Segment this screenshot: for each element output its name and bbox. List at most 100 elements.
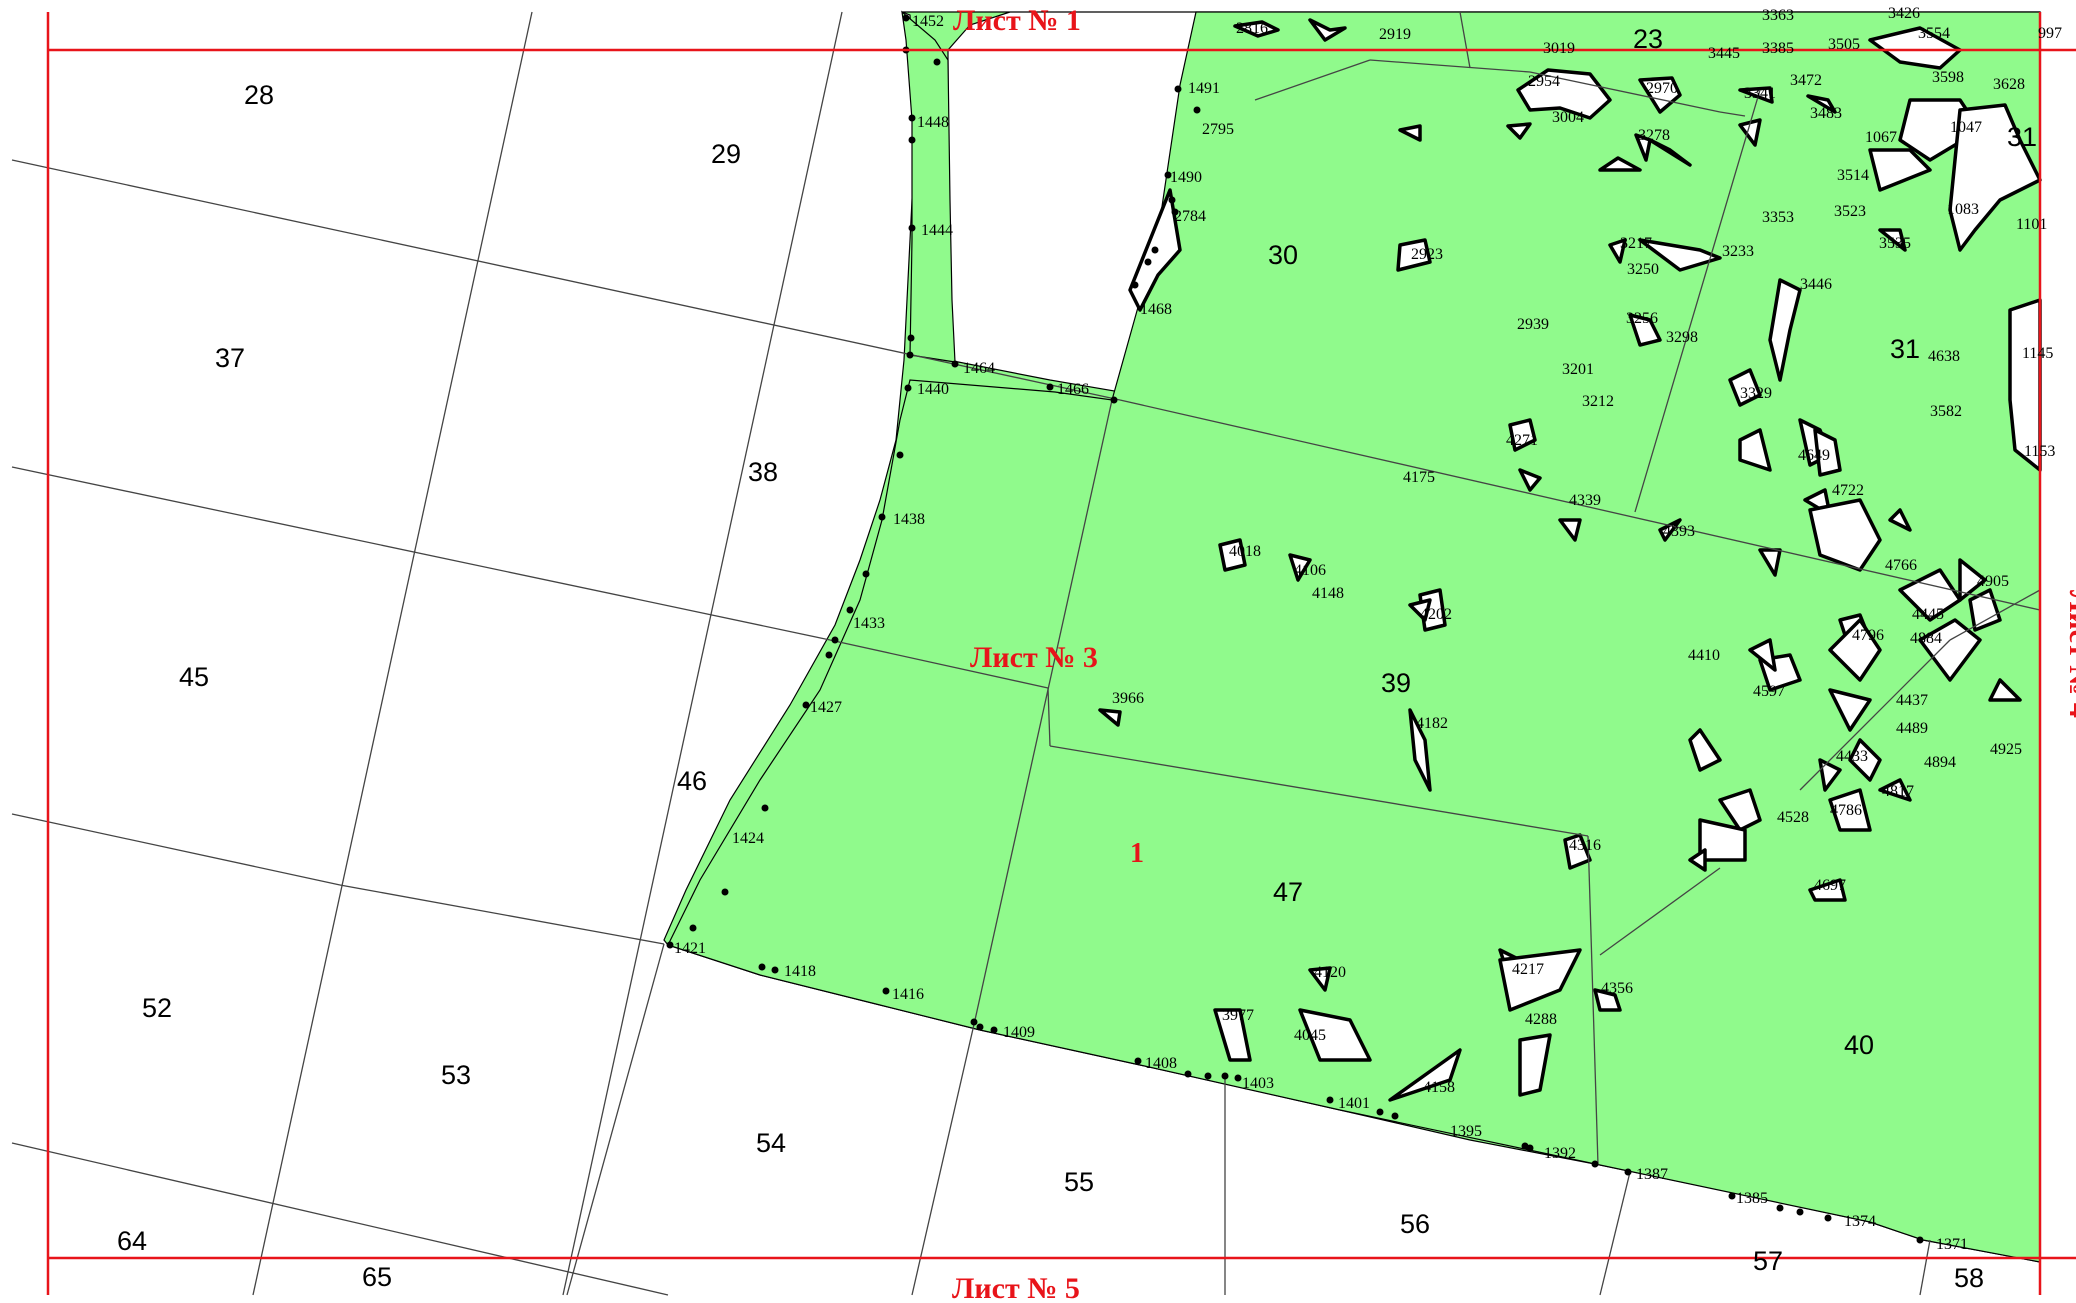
point-label: 1392 <box>1544 1145 1576 1162</box>
point-label: 4722 <box>1832 482 1864 499</box>
point-label: 4638 <box>1928 348 1960 365</box>
block-label: 57 <box>1753 1246 1783 1276</box>
point-label: 4437 <box>1896 692 1928 709</box>
point-label: 2919 <box>1379 26 1411 43</box>
point-label: 4766 <box>1885 557 1917 574</box>
point-label: 4489 <box>1896 720 1928 737</box>
point-label: 1440 <box>917 381 949 398</box>
sheet-label-1: Лист № 1 <box>953 4 1081 37</box>
point-label: 1468 <box>1140 301 1172 318</box>
point-label: 3004 <box>1552 109 1584 126</box>
point-label: 4597 <box>1753 683 1785 700</box>
point-label: 3363 <box>1762 7 1794 24</box>
point-label: 1448 <box>917 114 949 131</box>
point-label: 1387 <box>1636 1166 1668 1183</box>
block-label: 56 <box>1400 1209 1430 1239</box>
point-label: 4884 <box>1910 630 1942 647</box>
point-label: 4649 <box>1798 447 1830 464</box>
block-label: 30 <box>1268 240 1298 270</box>
point-label: 1444 <box>921 222 953 239</box>
point-label: 4316 <box>1569 837 1601 854</box>
point-label: 1153 <box>2024 443 2055 460</box>
block-label: 47 <box>1273 877 1303 907</box>
sheet-label-3: Лист № 3 <box>970 641 1098 674</box>
point-label: 4288 <box>1525 1011 1557 1028</box>
point-label: 4106 <box>1294 562 1326 579</box>
point-label: 3426 <box>1888 5 1920 22</box>
block-label: 65 <box>362 1262 392 1292</box>
point-label: 1464 <box>963 360 995 377</box>
point-label: 3977 <box>1222 1007 1254 1024</box>
point-label: 4393 <box>1663 523 1695 540</box>
block-label: 40 <box>1844 1030 1874 1060</box>
block-label: 55 <box>1064 1167 1094 1197</box>
block-label: 54 <box>756 1128 786 1158</box>
point-label: 3233 <box>1722 243 1754 260</box>
land-main <box>668 12 2040 1262</box>
point-label: 2939 <box>1517 316 1549 333</box>
point-label: 1101 <box>2016 216 2047 233</box>
point-label: 3966 <box>1112 690 1144 707</box>
point-label: 4356 <box>1601 980 1633 997</box>
point-label: 3217 <box>1620 235 1652 252</box>
block-label: 31 <box>1890 334 1920 364</box>
point-label: 4894 <box>1924 754 1956 771</box>
point-label: 1371 <box>1936 1236 1968 1253</box>
point-label: 1418 <box>784 963 816 980</box>
point-label: 1403 <box>1242 1075 1274 1092</box>
sheet-label-4: Лист № 4 <box>2063 590 2076 718</box>
point-label: 4339 <box>1569 492 1601 509</box>
point-label: 2970 <box>1646 80 1678 97</box>
block-label: 46 <box>677 766 707 796</box>
point-label: 4175 <box>1403 469 1435 486</box>
point-label: 3446 <box>1800 276 1832 293</box>
point-label: 4796 <box>1852 627 1884 644</box>
point-label: 4217 <box>1512 961 1544 978</box>
point-label: 2816 <box>1236 20 1268 37</box>
point-label: 2784 <box>1174 208 1206 225</box>
point-label: 3019 <box>1543 40 1575 57</box>
point-label: 4271 <box>1506 432 1538 449</box>
point-label: 3445 <box>1708 45 1740 62</box>
point-label: 3256 <box>1626 310 1658 327</box>
point-label: 2923 <box>1411 246 1443 263</box>
point-label: 4045 <box>1294 1027 1326 1044</box>
point-label: 4697 <box>1814 877 1846 894</box>
point-label: 1395 <box>1450 1123 1482 1140</box>
point-label: 4905 <box>1977 573 2009 590</box>
point-label: 3212 <box>1582 393 1614 410</box>
point-label: 1491 <box>1188 80 1220 97</box>
point-label: 3505 <box>1828 36 1860 53</box>
point-label: 3201 <box>1562 361 1594 378</box>
point-label: 1409 <box>1003 1024 1035 1041</box>
point-label: 1408 <box>1145 1055 1177 1072</box>
point-label: 2795 <box>1202 121 1234 138</box>
parcel-number: 1 <box>1130 838 1144 869</box>
block-label: 45 <box>179 662 209 692</box>
point-label: 1083 <box>1947 201 1979 218</box>
point-label: 4445 <box>1912 606 1944 623</box>
point-label: 4158 <box>1423 1079 1455 1096</box>
block-label: 39 <box>1381 668 1411 698</box>
point-label: 1421 <box>674 940 706 957</box>
point-label: 4433 <box>1836 748 1868 765</box>
point-label: 1438 <box>893 511 925 528</box>
point-label: 4018 <box>1229 543 1261 560</box>
block-label: 29 <box>711 139 741 169</box>
point-label: 4528 <box>1777 809 1809 826</box>
point-label: 1416 <box>892 986 924 1003</box>
point-label: 3278 <box>1638 127 1670 144</box>
block-label: 53 <box>441 1060 471 1090</box>
point-label: 1145 <box>2022 345 2053 362</box>
point-label: 3483 <box>1810 105 1842 122</box>
point-label: 4182 <box>1416 715 1448 732</box>
point-label: 4410 <box>1688 647 1720 664</box>
point-label: 1427 <box>810 699 842 716</box>
point-label: 4120 <box>1314 964 1346 981</box>
point-label: 3598 <box>1932 69 1964 86</box>
block-label: 31 <box>2007 122 2037 152</box>
point-label: 4925 <box>1990 741 2022 758</box>
point-label: 1433 <box>853 615 885 632</box>
point-label: 3628 <box>1993 76 2025 93</box>
